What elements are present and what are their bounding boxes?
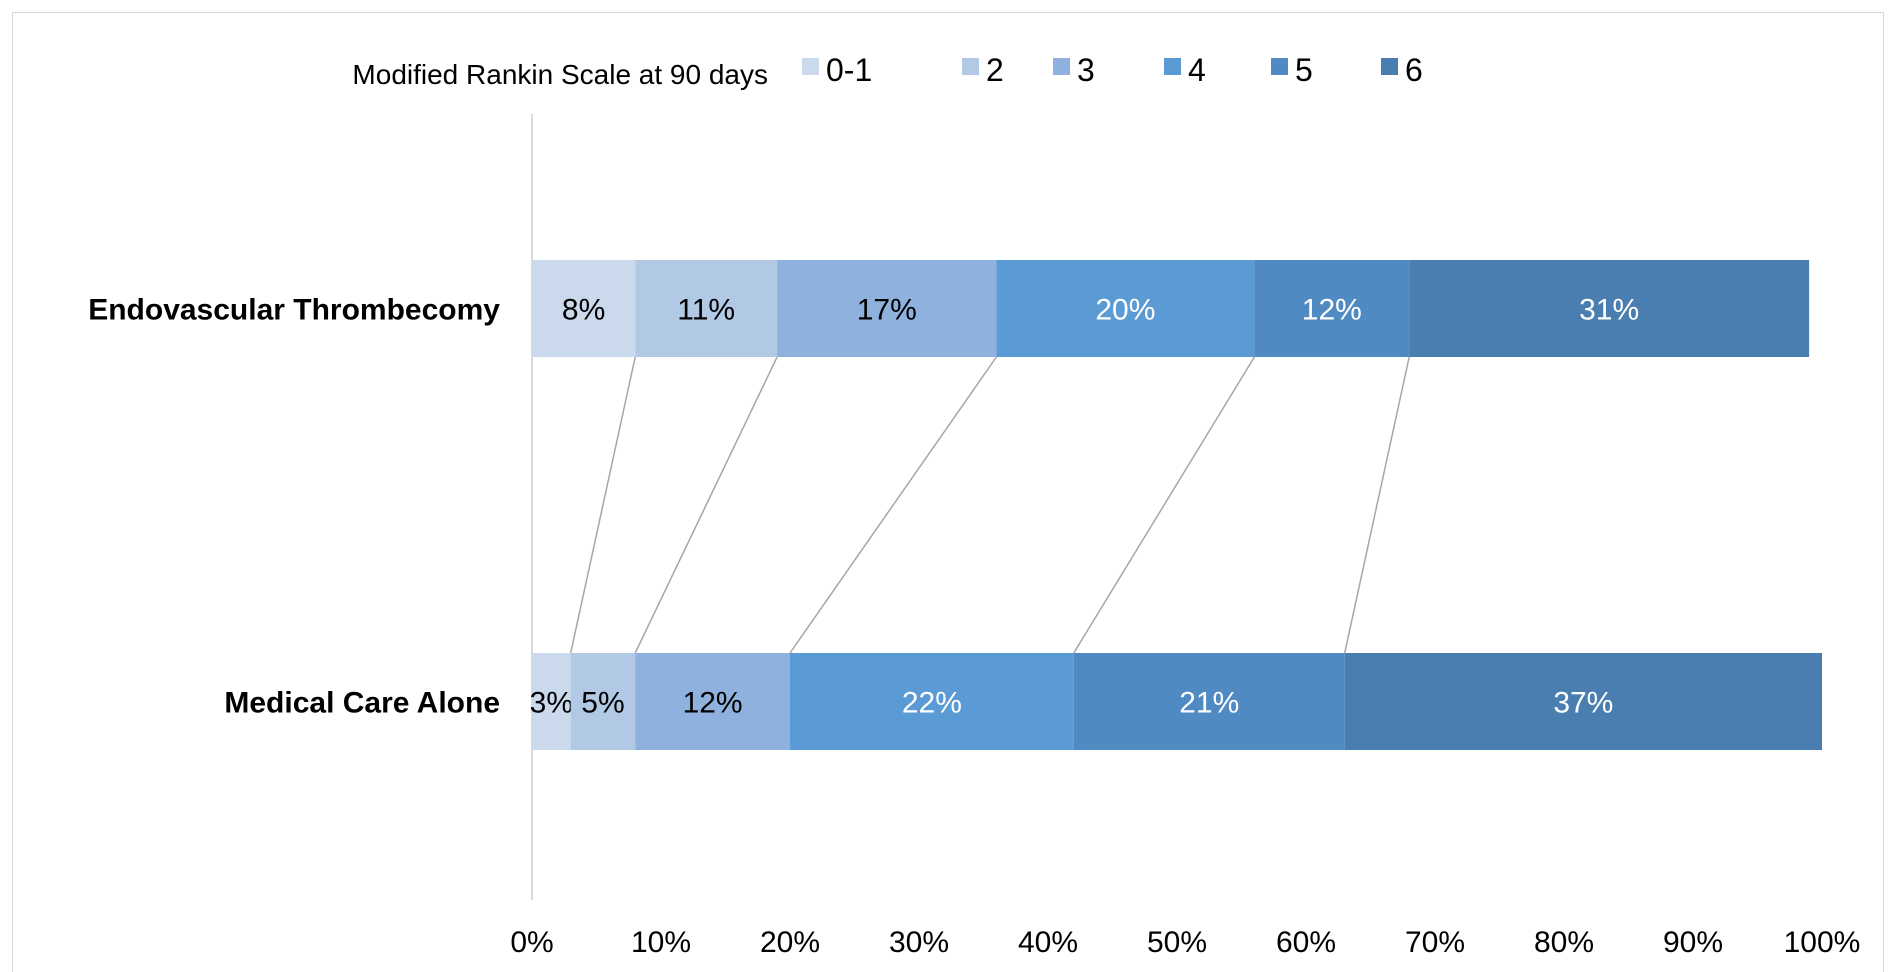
legend-swatch-5: [1271, 58, 1288, 75]
x-tick-label-50: 50%: [1147, 926, 1207, 959]
legend-swatch-2: [962, 58, 979, 75]
x-axis-tick-labels: 0% 10% 20% 30% 40% 50% 60% 70% 80% 90% 100%: [510, 926, 1860, 959]
x-tick-label-60: 60%: [1276, 926, 1336, 959]
bar-segment-2-4: [790, 653, 1074, 750]
category-label-2: Medical Care Alone: [224, 687, 500, 720]
bar-segment-2-6: [1344, 653, 1822, 750]
chart-frame: [12, 12, 1884, 972]
x-tick-label-10: 10%: [631, 926, 691, 959]
series-line-5: [1343, 356, 1410, 654]
x-tick-label-40: 40%: [1018, 926, 1078, 959]
x-tick-label-80: 80%: [1534, 926, 1594, 959]
bar-segment-1-0-1: [532, 260, 636, 357]
series-lines: [569, 356, 1410, 654]
legend-swatch-6: [1381, 58, 1398, 75]
legend-label-3: 3: [1077, 52, 1095, 88]
data-label-2-4: 22%: [902, 687, 962, 720]
data-label-2-6: 37%: [1553, 687, 1613, 720]
data-label-1-5: 12%: [1302, 294, 1362, 327]
data-label-2-5: 21%: [1179, 687, 1239, 720]
data-label-1-2: 11%: [677, 294, 735, 327]
legend-swatch-3: [1053, 58, 1070, 75]
legend-swatch-0-1: [802, 58, 819, 75]
legend-label-4: 4: [1188, 52, 1206, 88]
legend: 0-1 2 3 4 5 6: [802, 52, 1423, 88]
bar-segment-2-5: [1073, 653, 1345, 750]
data-label-1-6: 31%: [1579, 294, 1639, 327]
data-label-1-4: 20%: [1095, 294, 1155, 327]
legend-label-6: 6: [1405, 52, 1423, 88]
x-tick-label-30: 30%: [889, 926, 949, 959]
bars: 8% 11% 17% 20% 12% 31% 3% 5% 12% 22% 21% 37%: [530, 260, 1822, 750]
x-tick-label-20: 20%: [760, 926, 820, 959]
x-tick-label-0: 0%: [510, 926, 553, 959]
category-labels: Endovascular Thrombecomy Medical Care Alo…: [88, 294, 500, 720]
bar-segment-1-6: [1409, 260, 1810, 357]
data-label-2-2: 5%: [581, 687, 624, 720]
series-line-4: [1073, 356, 1256, 654]
legend-label-5: 5: [1295, 52, 1313, 88]
bar-segment-2-3: [635, 653, 790, 750]
bar-segment-1-4: [996, 260, 1255, 357]
bar-segment-1-3: [777, 260, 997, 357]
data-label-1-0-1: 8%: [562, 294, 605, 327]
series-line-2: [634, 356, 778, 654]
legend-title: Modified Rankin Scale at 90 days: [352, 59, 768, 90]
x-tick-label-100: 100%: [1784, 926, 1861, 959]
data-label-2-0-1: 3%: [530, 687, 573, 720]
series-line-3: [789, 356, 998, 654]
category-label-1: Endovascular Thrombecomy: [88, 294, 500, 327]
legend-swatch-4: [1164, 58, 1181, 75]
legend-label-2: 2: [986, 52, 1004, 88]
bar-segment-2-2: [570, 653, 636, 750]
data-label-2-3: 12%: [683, 687, 743, 720]
bar-segment-1-2: [635, 260, 778, 357]
bar-segment-1-5: [1254, 260, 1410, 357]
x-tick-label-70: 70%: [1405, 926, 1465, 959]
data-label-1-3: 17%: [857, 294, 917, 327]
bar-segment-2-0-1: [532, 653, 571, 750]
legend-label-0-1: 0-1: [826, 52, 872, 88]
series-line-0-1: [569, 356, 636, 654]
x-tick-label-90: 90%: [1663, 926, 1723, 959]
